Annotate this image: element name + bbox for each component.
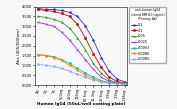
0.0085 bbox=[108, 83, 110, 84]
0.05 bbox=[124, 83, 126, 84]
0.0063 bbox=[61, 59, 63, 60]
0.0063 bbox=[76, 68, 79, 69]
0.2 bbox=[37, 8, 39, 9]
0.0086 bbox=[116, 83, 118, 84]
0.1 bbox=[53, 11, 55, 12]
0.05 bbox=[100, 73, 102, 74]
0.05 bbox=[68, 27, 71, 29]
0.0085 bbox=[92, 79, 94, 81]
0.1 bbox=[45, 10, 47, 11]
0.1 bbox=[84, 37, 86, 39]
0.0063 bbox=[53, 56, 55, 57]
0.0086 bbox=[92, 78, 94, 79]
Line: 0.2: 0.2 bbox=[37, 8, 126, 83]
0.025 bbox=[68, 39, 71, 41]
0.0086 bbox=[124, 83, 126, 85]
0.0086 bbox=[100, 81, 102, 82]
0.2 bbox=[84, 26, 86, 27]
0.05 bbox=[76, 37, 79, 39]
0.0085 bbox=[53, 66, 55, 67]
0.05 bbox=[108, 79, 110, 81]
0.025 bbox=[61, 31, 63, 33]
0.025 bbox=[116, 82, 118, 84]
0.05 bbox=[61, 22, 63, 23]
0.0086 bbox=[84, 75, 86, 76]
0.0085 bbox=[76, 74, 79, 75]
X-axis label: Human IgG4 (50uL/well coating plate): Human IgG4 (50uL/well coating plate) bbox=[37, 102, 126, 106]
0.2 bbox=[68, 12, 71, 13]
Line: 0.0085: 0.0085 bbox=[37, 64, 126, 85]
0.2 bbox=[61, 10, 63, 11]
0.0085 bbox=[124, 83, 126, 85]
0.0086 bbox=[53, 57, 55, 58]
0.2 bbox=[124, 81, 126, 83]
0.1 bbox=[108, 77, 110, 78]
0.2 bbox=[100, 57, 102, 58]
0.025 bbox=[92, 69, 94, 70]
Line: 0.0063: 0.0063 bbox=[37, 54, 126, 85]
0.1 bbox=[124, 82, 126, 84]
0.0063 bbox=[84, 73, 86, 74]
0.0085 bbox=[68, 71, 71, 72]
0.0063 bbox=[92, 77, 94, 78]
0.0086 bbox=[37, 54, 39, 55]
0.05 bbox=[92, 63, 94, 64]
0.1 bbox=[76, 24, 79, 25]
0.0085 bbox=[100, 81, 102, 83]
0.0086 bbox=[61, 60, 63, 61]
0.2 bbox=[45, 9, 47, 10]
0.0085 bbox=[61, 68, 63, 69]
0.2 bbox=[108, 71, 110, 72]
0.0063 bbox=[116, 83, 118, 84]
0.025 bbox=[76, 49, 79, 50]
0.025 bbox=[45, 24, 47, 25]
0.0086 bbox=[68, 65, 71, 66]
Legend: 0.2, 0.1, 0.05, 0.025, 0.0063, 0.0086, 0.0085: 0.2, 0.1, 0.05, 0.025, 0.0063, 0.0086, 0… bbox=[129, 7, 166, 63]
0.025 bbox=[37, 22, 39, 23]
Line: 0.025: 0.025 bbox=[37, 21, 126, 84]
0.1 bbox=[116, 81, 118, 82]
0.05 bbox=[37, 16, 39, 17]
0.05 bbox=[45, 17, 47, 18]
0.1 bbox=[100, 67, 102, 68]
0.1 bbox=[92, 53, 94, 54]
Line: 0.1: 0.1 bbox=[37, 9, 126, 84]
0.0085 bbox=[116, 83, 118, 84]
0.05 bbox=[53, 19, 55, 20]
0.025 bbox=[124, 83, 126, 84]
0.0086 bbox=[45, 55, 47, 56]
0.2 bbox=[92, 39, 94, 41]
0.0086 bbox=[76, 70, 79, 71]
0.2 bbox=[53, 9, 55, 10]
0.025 bbox=[84, 59, 86, 60]
0.0063 bbox=[108, 82, 110, 83]
0.025 bbox=[53, 26, 55, 27]
0.0085 bbox=[37, 64, 39, 65]
0.1 bbox=[37, 9, 39, 10]
0.025 bbox=[108, 81, 110, 82]
0.0085 bbox=[45, 65, 47, 66]
0.05 bbox=[116, 82, 118, 83]
0.0063 bbox=[100, 80, 102, 81]
0.0086 bbox=[108, 82, 110, 84]
0.2 bbox=[76, 16, 79, 17]
0.025 bbox=[100, 77, 102, 78]
Line: 0.0086: 0.0086 bbox=[37, 54, 126, 85]
Line: 0.05: 0.05 bbox=[37, 15, 126, 84]
0.0063 bbox=[124, 83, 126, 84]
0.05 bbox=[84, 49, 86, 50]
0.0063 bbox=[45, 55, 47, 56]
0.1 bbox=[68, 16, 71, 17]
0.0063 bbox=[68, 63, 71, 64]
0.0063 bbox=[37, 54, 39, 55]
0.1 bbox=[61, 13, 63, 14]
0.0085 bbox=[84, 77, 86, 78]
0.2 bbox=[116, 78, 118, 80]
Y-axis label: Abs (405/500nm): Abs (405/500nm) bbox=[17, 28, 21, 64]
